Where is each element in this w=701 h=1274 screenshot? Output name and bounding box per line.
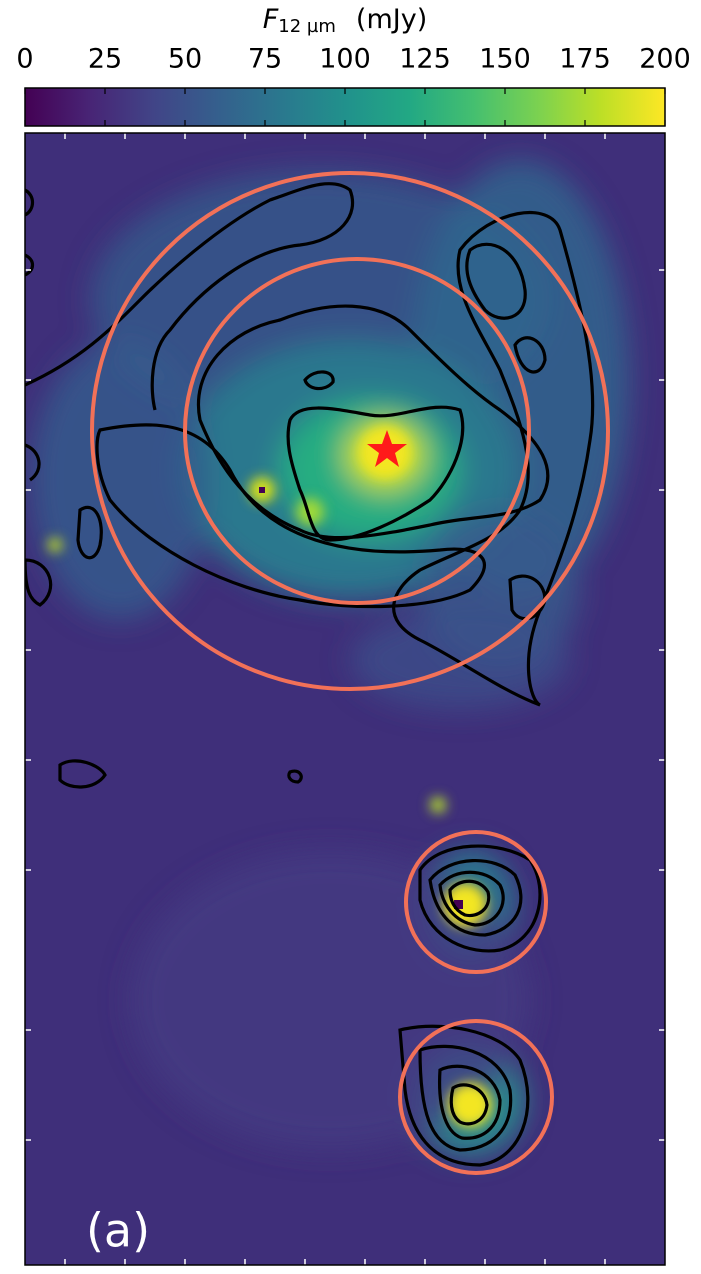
label-symbol: F — [263, 4, 279, 35]
colorbar-tick-label: 100 — [319, 44, 371, 75]
colorbar-tick-label: 200 — [639, 44, 691, 75]
colorbar-label: F12 µm (mJy) — [263, 4, 427, 38]
colorbar-tick-label: 50 — [168, 44, 202, 75]
colorbar — [24, 87, 666, 127]
image-frame — [24, 132, 666, 1266]
colorbar-tick-label: 0 — [16, 44, 33, 75]
star-marker — [367, 430, 407, 467]
image — [25, 133, 665, 1265]
label-subscript: 12 µm — [278, 16, 336, 37]
label-unit: (mJy) — [356, 4, 427, 35]
colorbar-tick-label: 125 — [399, 44, 451, 75]
apertures — [90, 171, 610, 1175]
colorbar-tick-label: 75 — [248, 44, 282, 75]
colorbar-tick-label: 150 — [479, 44, 531, 75]
frame-ticks — [25, 133, 665, 1265]
colorbar-tick-label: 175 — [559, 44, 611, 75]
colorbar-tick-label: 25 — [88, 44, 122, 75]
panel-label: (a) — [86, 1204, 150, 1258]
